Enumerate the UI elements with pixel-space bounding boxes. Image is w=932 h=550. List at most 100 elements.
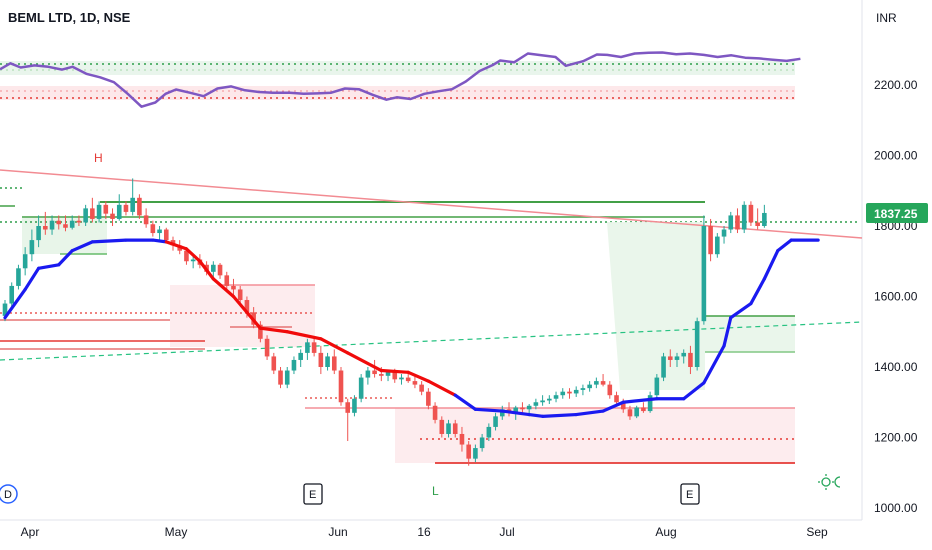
trail-stop-segment-bear <box>184 247 202 263</box>
x-axis-ticks: Apr May Jun 16 Jul Aug Sep <box>21 525 828 539</box>
high-marker: H <box>94 151 103 165</box>
candle <box>674 352 680 367</box>
candle <box>432 402 438 424</box>
trail-stop-segment-bull <box>601 400 625 413</box>
candle <box>137 194 142 219</box>
candle <box>694 317 700 371</box>
candle <box>600 374 606 387</box>
rsi-line <box>0 51 801 108</box>
candle <box>499 405 505 420</box>
candle <box>721 226 727 244</box>
y-axis-ticks: 2200.002000.001800.001600.001400.001200.… <box>874 78 918 515</box>
candle <box>43 211 48 235</box>
candle <box>540 395 545 406</box>
candle <box>331 349 337 375</box>
candle <box>426 388 431 410</box>
candle <box>553 391 559 403</box>
trail-stop-segment-bull <box>540 412 578 418</box>
y-tick-label: 2200.00 <box>874 78 918 92</box>
candle <box>466 441 471 466</box>
trail-stop-segment-bear <box>346 351 383 373</box>
y-tick-label: 1600.00 <box>874 290 918 304</box>
candle <box>520 402 525 413</box>
candle <box>103 201 109 219</box>
trail-stop-segment-bull <box>3 287 27 320</box>
chart-title: BEML LTD, 1D, NSE <box>8 10 131 25</box>
trail-stop-segment-bull <box>574 409 605 417</box>
candle <box>224 271 230 290</box>
trail-stop-segment-bull <box>90 238 128 244</box>
trail-stop-segment-bull <box>776 238 793 253</box>
earnings-icon-label: E <box>686 489 693 501</box>
candle <box>130 178 135 216</box>
candle <box>237 285 243 304</box>
candle <box>762 204 767 228</box>
candle <box>755 208 760 230</box>
candle <box>647 391 653 413</box>
candle <box>22 247 28 276</box>
candle <box>473 444 478 463</box>
x-tick-label: Jun <box>328 525 347 539</box>
candle <box>634 405 639 419</box>
trail-stop-segment-bull <box>23 266 41 292</box>
trail-stop-segment-bear <box>319 337 350 355</box>
x-tick-label: Apr <box>21 525 40 539</box>
candle <box>358 374 364 403</box>
last-price-badge <box>866 203 928 223</box>
trail-stop-segment-bear <box>198 259 215 281</box>
candle <box>63 215 68 232</box>
candle <box>547 395 552 405</box>
trail-stop-segment-bear <box>211 277 236 299</box>
dividend-icon-label: D <box>4 489 12 501</box>
candle <box>123 201 129 216</box>
candle <box>110 208 115 226</box>
candle <box>573 386 579 397</box>
candle <box>654 374 660 399</box>
trail-stop-segment-bear <box>406 370 430 383</box>
candle <box>688 345 693 375</box>
trail-stop-segment-bull <box>729 301 753 320</box>
candle <box>271 352 277 375</box>
trail-stop-segment-bear <box>379 368 410 374</box>
candle <box>439 416 445 438</box>
candle <box>9 282 15 308</box>
candle <box>641 402 646 413</box>
candle <box>258 321 263 343</box>
candle <box>399 374 404 385</box>
candle <box>479 433 485 452</box>
candle <box>318 345 324 375</box>
candle <box>580 384 586 396</box>
candle <box>486 423 492 442</box>
currency-label: INR <box>876 11 897 25</box>
earnings-icon-label: E <box>309 489 316 501</box>
candle <box>150 220 156 237</box>
resistance-zone <box>22 218 107 254</box>
candle <box>728 211 734 234</box>
y-tick-label: 2000.00 <box>874 149 918 163</box>
candles <box>2 178 767 466</box>
trail-stop-segment-bull <box>621 397 659 404</box>
candle <box>56 215 62 230</box>
recovery-zone <box>607 222 795 390</box>
candle <box>36 215 41 248</box>
trailing-stop-line <box>3 238 820 418</box>
candle <box>264 335 270 360</box>
candle <box>715 233 720 258</box>
candle <box>667 349 673 367</box>
overlay-drawings <box>0 61 863 464</box>
candle <box>83 204 88 226</box>
candle <box>345 398 351 442</box>
candle <box>735 208 740 234</box>
low-marker: L <box>432 484 439 498</box>
dividend-icon[interactable] <box>0 484 18 504</box>
candle <box>157 226 162 241</box>
earnings-icon[interactable] <box>680 483 700 505</box>
trail-stop-segment-bull <box>500 409 545 418</box>
earnings-icon[interactable] <box>303 483 323 505</box>
candle <box>405 372 411 383</box>
trail-stop-segment-bull <box>36 263 61 270</box>
session-icon[interactable] <box>818 474 841 490</box>
candle <box>627 405 633 420</box>
candle <box>412 375 418 389</box>
trail-stop-segment-bear <box>231 294 262 330</box>
